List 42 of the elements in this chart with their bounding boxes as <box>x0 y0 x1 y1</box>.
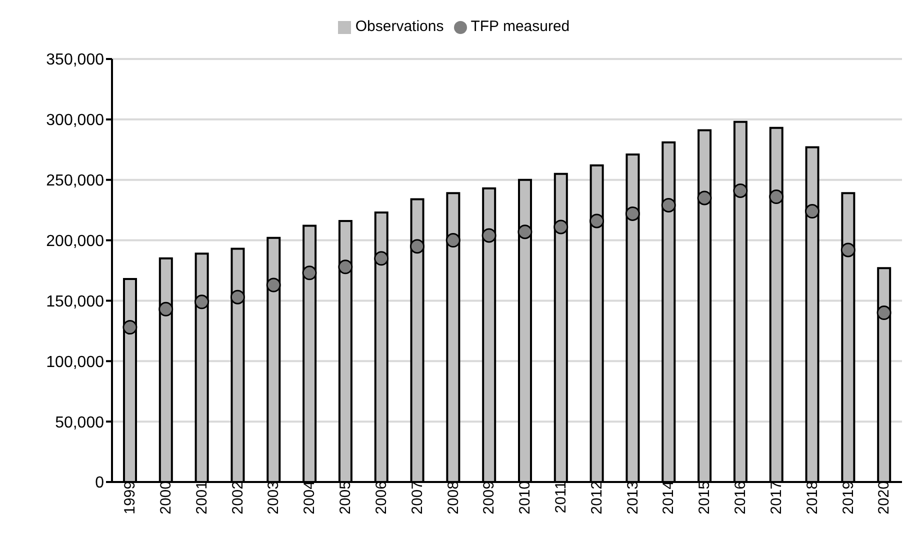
y-tick-label: 100,000 <box>46 354 104 371</box>
point <box>661 198 676 212</box>
point <box>769 190 784 204</box>
point <box>122 320 138 335</box>
point <box>338 260 353 274</box>
x-tick-label: 2012 <box>588 481 606 514</box>
point <box>446 233 460 248</box>
point <box>518 224 532 240</box>
y-tick-label: 150,000 <box>46 293 104 310</box>
point <box>158 302 174 316</box>
x-tick-label: 2002 <box>229 481 246 514</box>
x-tick-label: 2004 <box>301 481 318 514</box>
point <box>590 214 604 228</box>
point <box>840 242 856 258</box>
legend-label: Observations <box>355 18 444 35</box>
point <box>302 266 317 280</box>
point <box>482 228 496 243</box>
point <box>266 278 281 292</box>
y-tick-label: 250,000 <box>46 172 104 190</box>
x-tick-label: 2011 <box>552 481 570 514</box>
point <box>410 239 424 254</box>
point <box>697 190 712 206</box>
x-tick-label: 2017 <box>768 481 785 514</box>
x-tick-label: 2016 <box>732 481 750 514</box>
point <box>876 306 892 320</box>
x-tick-label: 2014 <box>660 481 678 514</box>
x-tick-label: 2007 <box>408 481 426 514</box>
x-tick-label: 2006 <box>372 481 390 514</box>
legend-label: TFP measured <box>470 18 570 35</box>
point <box>230 290 245 304</box>
point <box>554 220 568 234</box>
y-tick-label: 50,000 <box>55 414 104 432</box>
point <box>804 204 820 219</box>
y-tick-label: 350,000 <box>46 52 104 69</box>
y-tick-label: 0 <box>95 474 104 492</box>
point <box>374 251 389 266</box>
y-tick-label: 300,000 <box>46 112 104 130</box>
point <box>625 206 640 221</box>
point <box>194 294 210 310</box>
x-tick-label: 2001 <box>193 481 210 514</box>
y-tick-label: 200,000 <box>46 232 104 250</box>
point <box>733 183 748 198</box>
